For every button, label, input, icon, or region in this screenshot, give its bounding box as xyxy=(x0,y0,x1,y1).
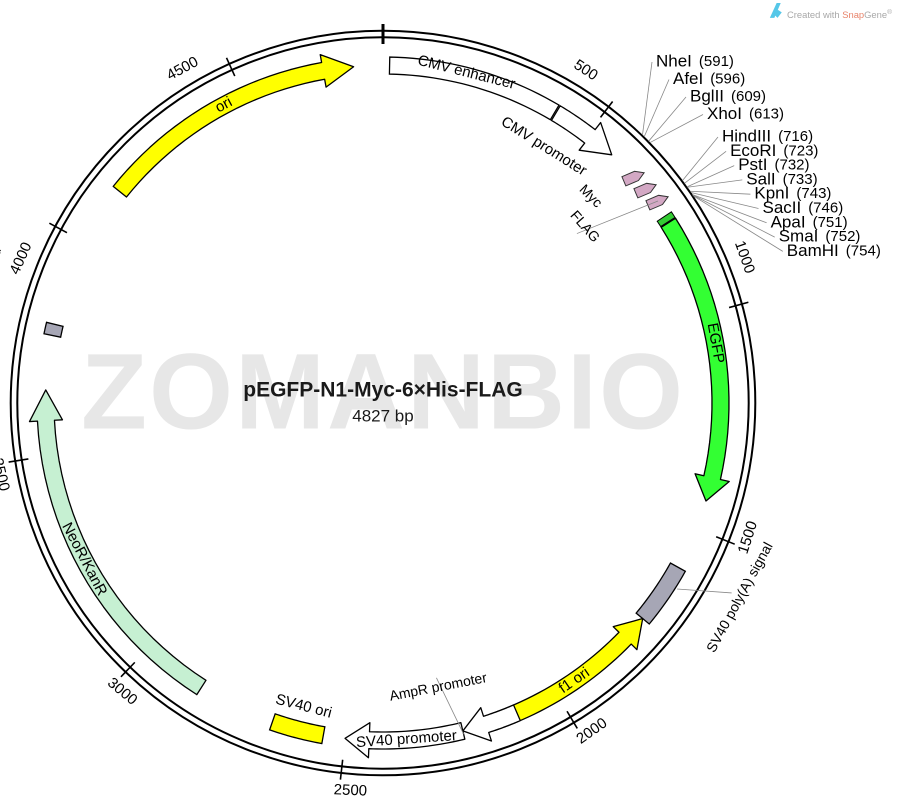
svg-text:pEGFP-N1-Myc-6×His-FLAG: pEGFP-N1-Myc-6×His-FLAG xyxy=(243,379,522,402)
svg-text:AfeI: AfeI xyxy=(673,69,703,88)
svg-text:(591): (591) xyxy=(699,53,734,70)
svg-text:EGFP: EGFP xyxy=(704,322,728,365)
svg-text:FLAG: FLAG xyxy=(567,207,603,245)
svg-text:BamHI: BamHI xyxy=(787,241,839,260)
svg-text:SV40 poly(A) signal: SV40 poly(A) signal xyxy=(703,539,776,655)
svg-text:(609): (609) xyxy=(731,88,766,105)
svg-text:HSV TK poly(A) signal: HSV TK poly(A) signal xyxy=(0,246,5,395)
svg-text:4827 bp: 4827 bp xyxy=(352,406,413,425)
svg-text:AmpR promoter: AmpR promoter xyxy=(388,669,488,704)
svg-text:XhoI: XhoI xyxy=(707,104,742,123)
svg-text:NheI: NheI xyxy=(656,51,692,70)
svg-text:1000: 1000 xyxy=(731,239,758,276)
svg-text:500: 500 xyxy=(571,56,601,84)
svg-text:SV40 promoter: SV40 promoter xyxy=(356,727,458,751)
svg-text:Created with SnapGene®: Created with SnapGene® xyxy=(787,8,892,20)
svg-text:4500: 4500 xyxy=(164,53,201,84)
svg-text:2500: 2500 xyxy=(333,781,367,799)
svg-text:(613): (613) xyxy=(749,105,784,122)
svg-text:(754): (754) xyxy=(846,242,881,259)
svg-text:4000: 4000 xyxy=(6,240,35,277)
svg-text:Myc: Myc xyxy=(576,181,605,210)
svg-text:(596): (596) xyxy=(710,70,745,87)
svg-text:BglII: BglII xyxy=(690,86,724,105)
